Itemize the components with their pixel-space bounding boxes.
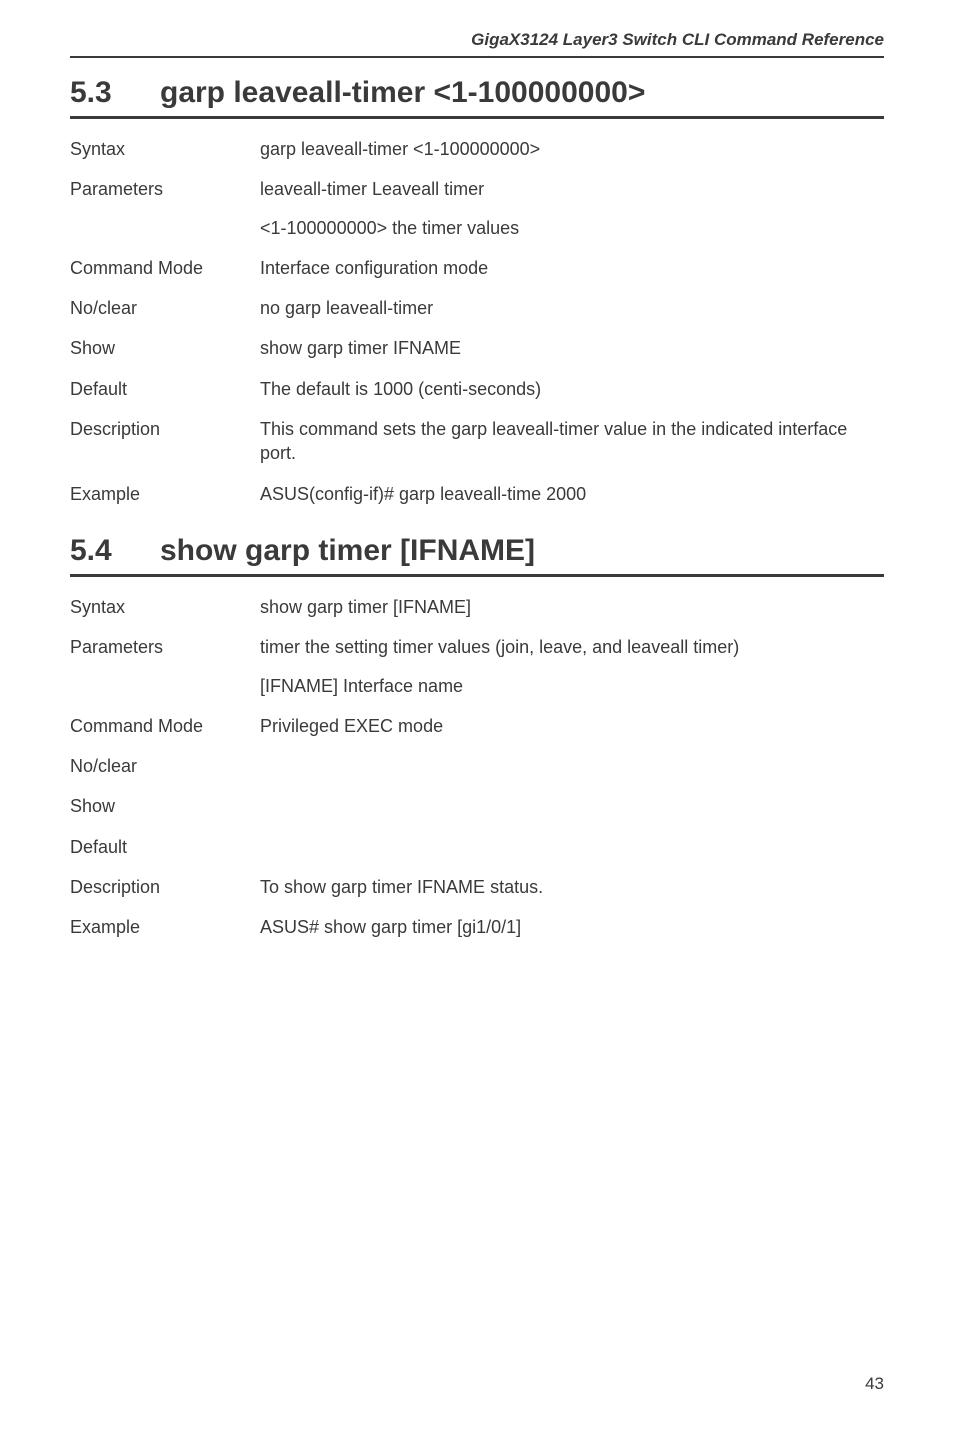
field-value — [260, 835, 884, 859]
field-label: Description — [70, 875, 260, 899]
page-container: GigaX3124 Layer3 Switch CLI Command Refe… — [0, 0, 954, 1432]
field-label: Show — [70, 336, 260, 360]
field-value: The default is 1000 (centi-seconds) — [260, 377, 884, 401]
running-header: GigaX3124 Layer3 Switch CLI Command Refe… — [70, 30, 884, 58]
field-label: Default — [70, 835, 260, 859]
field-value — [260, 754, 884, 778]
field-label: Example — [70, 482, 260, 506]
row-command-mode: Command Mode Interface configuration mod… — [70, 256, 884, 280]
field-value: ASUS(config-if)# garp leaveall-time 2000 — [260, 482, 884, 506]
field-value-line: leaveall-timer Leaveall timer — [260, 177, 884, 201]
field-value: Interface configuration mode — [260, 256, 884, 280]
field-label: No/clear — [70, 296, 260, 320]
section-title: garp leaveall-timer <1-100000000> — [160, 76, 645, 110]
section-number: 5.3 — [70, 76, 160, 110]
row-show: Show — [70, 794, 884, 818]
row-default: Default The default is 1000 (centi-secon… — [70, 377, 884, 401]
row-parameters: Parameters leaveall-timer Leaveall timer… — [70, 177, 884, 240]
row-default: Default — [70, 835, 884, 859]
row-example: Example ASUS(config-if)# garp leaveall-t… — [70, 482, 884, 506]
row-syntax: Syntax garp leaveall-timer <1-100000000> — [70, 137, 884, 161]
row-example: Example ASUS# show garp timer [gi1/0/1] — [70, 915, 884, 939]
field-value: no garp leaveall-timer — [260, 296, 884, 320]
row-no-clear: No/clear no garp leaveall-timer — [70, 296, 884, 320]
field-value: To show garp timer IFNAME status. — [260, 875, 884, 899]
field-value: show garp timer [IFNAME] — [260, 595, 884, 619]
field-label: No/clear — [70, 754, 260, 778]
field-label: Command Mode — [70, 714, 260, 738]
field-label: Show — [70, 794, 260, 818]
field-label: Syntax — [70, 137, 260, 161]
row-show: Show show garp timer IFNAME — [70, 336, 884, 360]
row-parameters: Parameters timer the setting timer value… — [70, 635, 884, 698]
field-value-sub: <1-100000000> the timer values — [260, 216, 884, 240]
field-value — [260, 794, 884, 818]
row-description: Description This command sets the garp l… — [70, 417, 884, 466]
field-label: Description — [70, 417, 260, 466]
section-title: show garp timer [IFNAME] — [160, 534, 535, 568]
field-label: Parameters — [70, 177, 260, 240]
field-value: ASUS# show garp timer [gi1/0/1] — [260, 915, 884, 939]
field-value: timer the setting timer values (join, le… — [260, 635, 884, 698]
field-value: garp leaveall-timer <1-100000000> — [260, 137, 884, 161]
field-label: Parameters — [70, 635, 260, 698]
row-no-clear: No/clear — [70, 754, 884, 778]
section-heading-5-3: 5.3 garp leaveall-timer <1-100000000> — [70, 76, 884, 119]
field-label: Syntax — [70, 595, 260, 619]
field-value: Privileged EXEC mode — [260, 714, 884, 738]
field-value: leaveall-timer Leaveall timer <1-1000000… — [260, 177, 884, 240]
row-command-mode: Command Mode Privileged EXEC mode — [70, 714, 884, 738]
section-number: 5.4 — [70, 534, 160, 568]
section-heading-5-4: 5.4 show garp timer [IFNAME] — [70, 534, 884, 577]
page-number: 43 — [865, 1374, 884, 1394]
field-value-line: timer the setting timer values (join, le… — [260, 635, 884, 659]
field-value: show garp timer IFNAME — [260, 336, 884, 360]
field-label: Example — [70, 915, 260, 939]
field-value-sub: [IFNAME] Interface name — [260, 674, 884, 698]
field-value: This command sets the garp leaveall-time… — [260, 417, 884, 466]
row-syntax: Syntax show garp timer [IFNAME] — [70, 595, 884, 619]
row-description: Description To show garp timer IFNAME st… — [70, 875, 884, 899]
field-label: Default — [70, 377, 260, 401]
field-label: Command Mode — [70, 256, 260, 280]
